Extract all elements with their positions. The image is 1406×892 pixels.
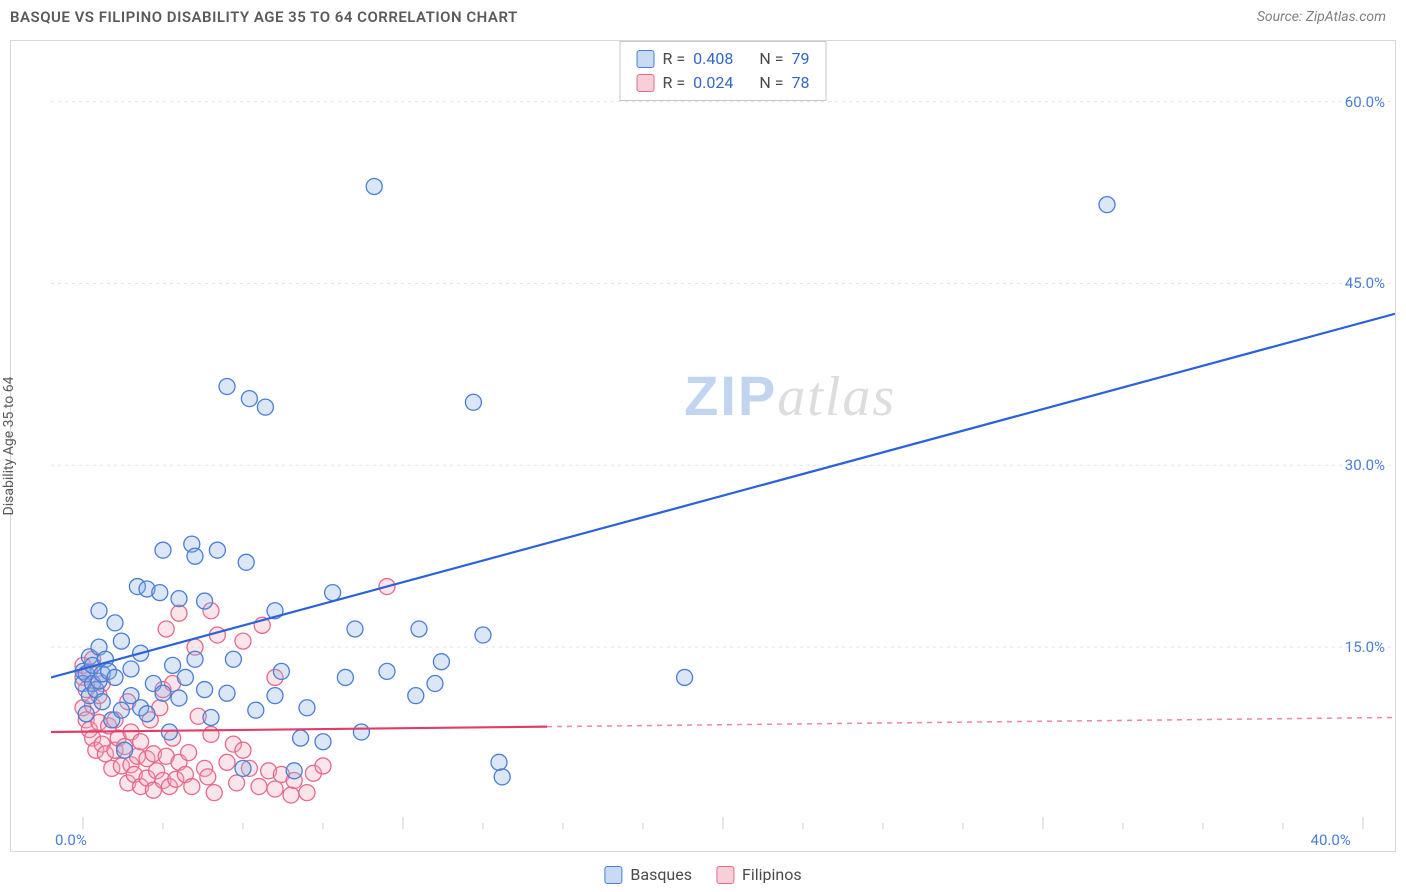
- filipinos-n-value: 78: [791, 71, 809, 95]
- stats-legend-box: R = 0.408 N = 79 R = 0.024 N = 78: [620, 41, 827, 101]
- source-prefix: Source:: [1257, 9, 1306, 25]
- legend-label-filipinos: Filipinos: [742, 865, 802, 884]
- r-label: R =: [663, 71, 686, 95]
- chart-title: BASQUE VS FILIPINO DISABILITY AGE 35 TO …: [10, 8, 518, 26]
- r-label: R =: [663, 47, 686, 71]
- legend-swatch-filipinos: [716, 866, 734, 884]
- plot-area: ZIPatlas R = 0.408 N = 79 R = 0.024 N = …: [51, 41, 1395, 829]
- swatch-basques: [637, 50, 655, 68]
- x-axis-min-label: 0.0%: [55, 831, 87, 849]
- filipinos-r-value: 0.024: [693, 71, 733, 95]
- legend-item-filipinos: Filipinos: [716, 865, 802, 884]
- x-axis-max-label: 40.0%: [1311, 831, 1351, 849]
- chart-container: Disability Age 35 to 64 ZIPatlas R = 0.4…: [10, 40, 1396, 852]
- legend-swatch-basques: [604, 866, 622, 884]
- y-tick-label: 45.0%: [1345, 274, 1385, 292]
- legend-item-basques: Basques: [604, 865, 692, 884]
- basques-r-value: 0.408: [693, 47, 733, 71]
- legend-label-basques: Basques: [630, 865, 692, 884]
- source-attribution: Source: ZipAtlas.com: [1257, 9, 1386, 25]
- chart-svg: [51, 41, 1395, 829]
- stats-row-filipinos: R = 0.024 N = 78: [637, 71, 810, 95]
- source-link[interactable]: ZipAtlas.com: [1306, 9, 1386, 25]
- y-tick-label: 30.0%: [1345, 456, 1385, 474]
- y-tick-label: 15.0%: [1345, 638, 1385, 656]
- y-axis-label: Disability Age 35 to 64: [1, 377, 17, 516]
- n-label: N =: [759, 47, 783, 71]
- swatch-filipinos: [637, 74, 655, 92]
- n-label: N =: [759, 71, 783, 95]
- basques-n-value: 79: [791, 47, 809, 71]
- y-tick-label: 60.0%: [1345, 93, 1385, 111]
- stats-row-basques: R = 0.408 N = 79: [637, 47, 810, 71]
- bottom-legend: Basques Filipinos: [604, 865, 801, 884]
